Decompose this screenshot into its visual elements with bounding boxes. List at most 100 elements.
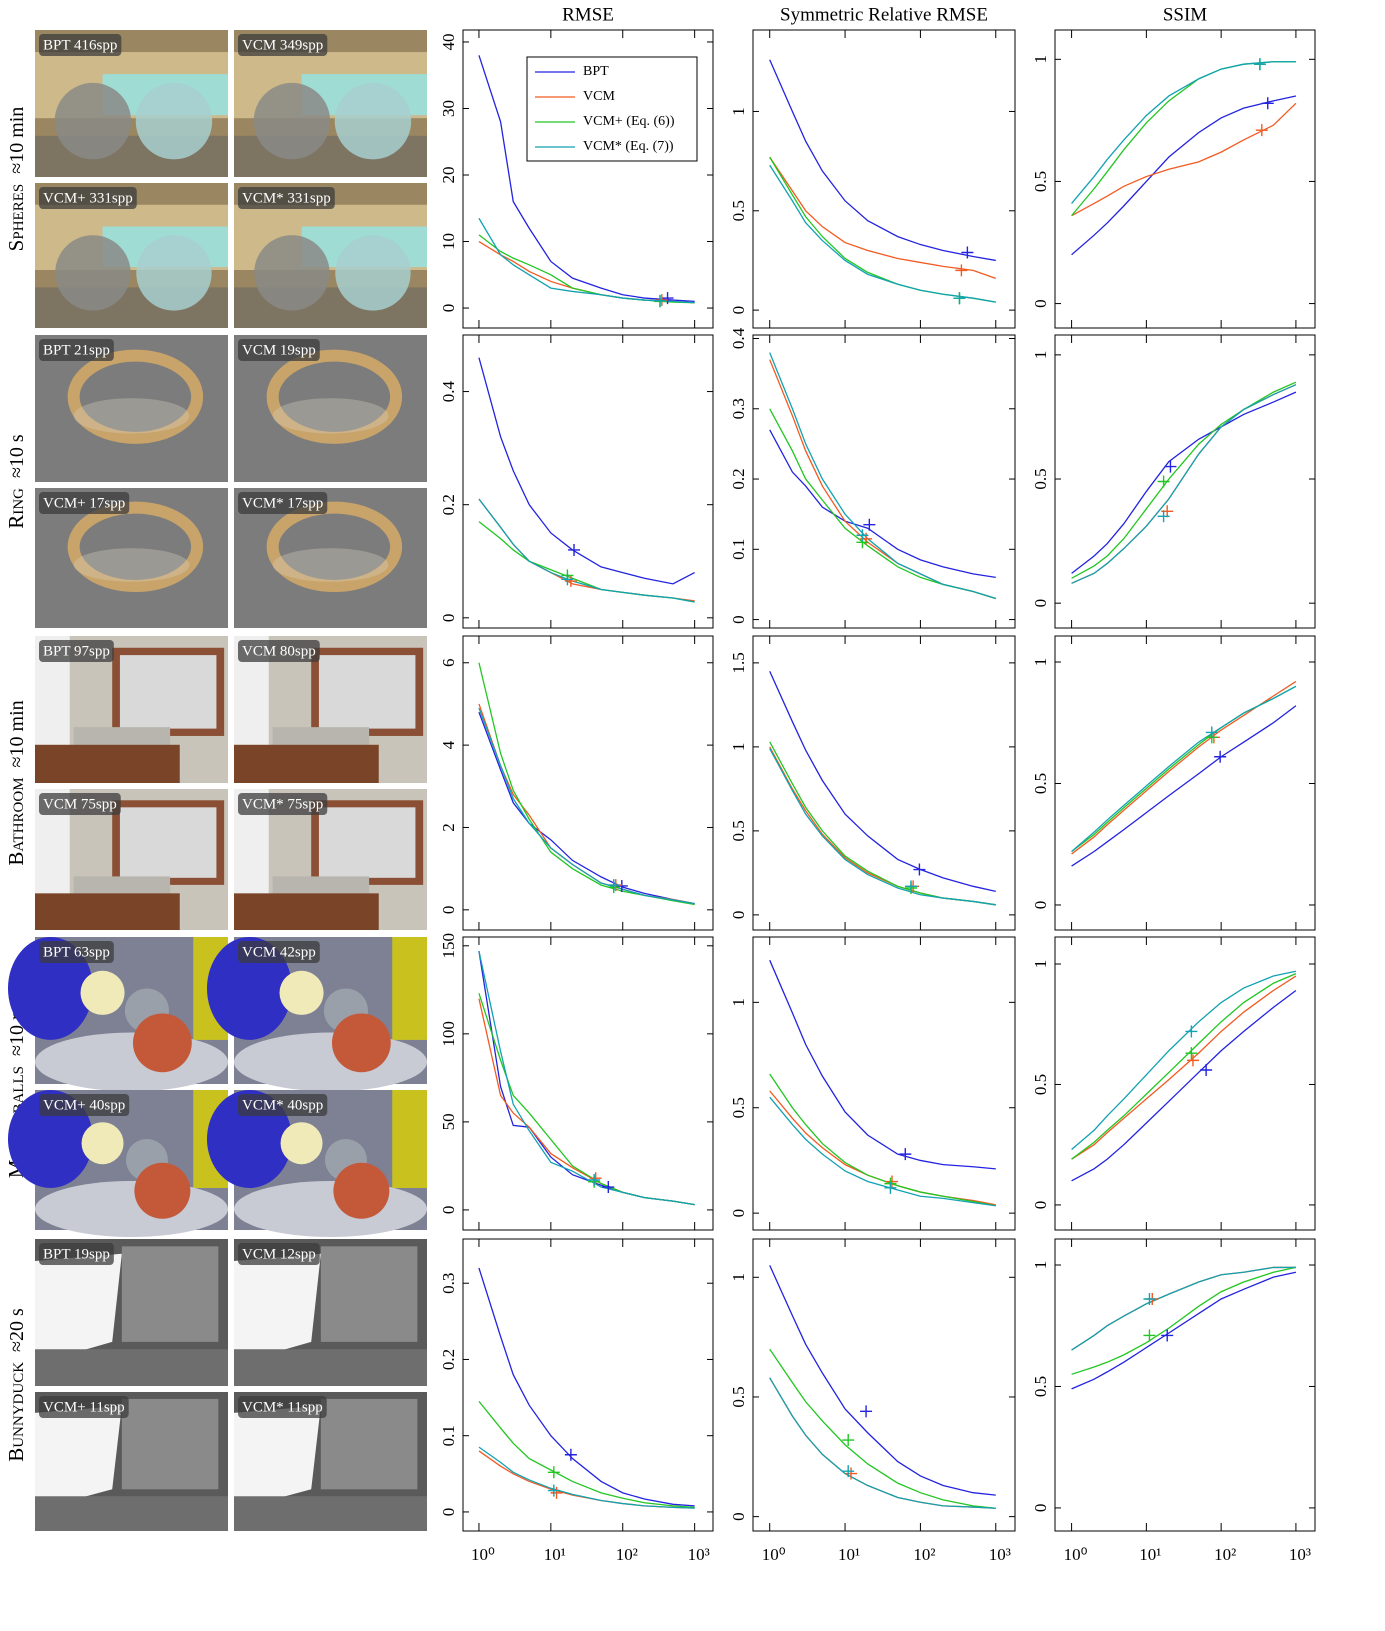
scene-ball — [333, 1163, 389, 1219]
scene-ball — [281, 1122, 323, 1164]
scene-counter — [74, 727, 171, 745]
y-tick-label: 0.4 — [439, 380, 458, 402]
scene-sphere — [55, 83, 131, 159]
legend-label: BPT — [583, 64, 609, 79]
image-label: BPT 21spp — [43, 342, 110, 358]
marker — [913, 864, 925, 876]
series-line — [770, 1378, 996, 1508]
image-label: BPT 19spp — [43, 1246, 110, 1262]
scene-label: Ring≈10 s — [4, 434, 28, 529]
x-tick-label: 10³ — [688, 1545, 710, 1564]
image-label: VCM+ 40spp — [43, 1097, 125, 1113]
series-line — [770, 1091, 996, 1205]
series-line — [770, 430, 996, 578]
render-image: VCM 75spp — [35, 789, 228, 930]
image-label: VCM 80spp — [242, 643, 316, 659]
series-line — [770, 1265, 996, 1495]
y-tick-label: 0.1 — [729, 539, 748, 560]
plot-frame — [1055, 1239, 1315, 1531]
y-tick-label: 150 — [439, 933, 458, 959]
y-tick-label: 0 — [729, 911, 748, 920]
y-tick-label: 1 — [1031, 351, 1050, 360]
scene-ball — [133, 1013, 192, 1072]
x-tick-label: 10³ — [989, 1545, 1011, 1564]
image-label: VCM* 75spp — [242, 796, 323, 812]
marker — [1143, 1293, 1155, 1305]
y-tick-label: 1 — [1031, 960, 1050, 969]
series-line — [479, 993, 695, 1204]
scene-yellow-wall — [392, 1090, 427, 1188]
marker — [863, 519, 875, 531]
image-label: BPT 63spp — [43, 944, 110, 960]
scene-block — [122, 1399, 219, 1489]
scene-caustic — [74, 398, 190, 433]
render-image: BPT 19spp — [35, 1239, 228, 1386]
series-line — [1072, 1272, 1296, 1389]
y-tick-label: 0 — [1031, 299, 1050, 308]
y-tick-label: 0.3 — [439, 1273, 458, 1294]
y-tick-label: 0.2 — [439, 1349, 458, 1370]
image-label: VCM+ 11spp — [43, 1399, 125, 1415]
x-tick-label: 10² — [616, 1545, 638, 1564]
column-title: Symmetric Relative RMSE — [780, 4, 988, 25]
series-line — [1072, 1267, 1296, 1350]
marker — [602, 1181, 614, 1193]
series-line — [479, 1447, 695, 1508]
y-tick-label: 1 — [729, 107, 748, 116]
y-tick-label: 0 — [439, 1508, 458, 1517]
x-tick-label: 10¹ — [838, 1545, 860, 1564]
render-image: VCM 42spp — [207, 937, 427, 1091]
marker — [1143, 1329, 1155, 1341]
scene-sphere — [254, 235, 329, 310]
scene-block — [321, 1399, 418, 1489]
y-tick-label: 1 — [729, 743, 748, 752]
y-tick-label: 30 — [439, 100, 458, 117]
legend-label: VCM* (Eq. (7)) — [583, 139, 674, 154]
marker — [842, 1465, 854, 1477]
image-label: VCM* 40spp — [242, 1097, 323, 1113]
series-line — [479, 358, 695, 584]
x-tick-label: 10² — [913, 1545, 935, 1564]
scene-counter — [74, 876, 171, 893]
y-tick-label: 50 — [439, 1113, 458, 1130]
series-line — [1072, 1267, 1296, 1374]
marker — [1262, 97, 1274, 109]
render-image: BPT 97spp — [35, 636, 228, 783]
scene-time: ≈10 min — [6, 700, 28, 767]
series-line — [479, 712, 695, 903]
y-tick-label: 10 — [439, 233, 458, 250]
column-title: RMSE — [562, 4, 614, 25]
y-tick-label: 0.2 — [439, 494, 458, 515]
scene-floor — [35, 1181, 228, 1237]
scene-cabinet — [234, 893, 379, 930]
scene-mirror — [319, 655, 416, 729]
y-tick-label: 0 — [729, 1512, 748, 1521]
render-image: VCM 80spp — [234, 636, 427, 783]
render-image: BPT 21spp — [35, 335, 228, 482]
scene-sphere — [136, 83, 212, 159]
y-tick-label: 0.5 — [1031, 1074, 1050, 1095]
image-label: VCM* 331spp — [242, 190, 331, 206]
series-line — [479, 522, 695, 602]
scene-floor — [234, 1496, 427, 1531]
series-line — [479, 1401, 695, 1507]
scene-label: Bathroom≈10 min — [4, 700, 28, 865]
y-tick-label: 0.4 — [729, 327, 748, 349]
image-label: VCM 19spp — [242, 342, 316, 358]
y-tick-label: 4 — [439, 740, 458, 749]
scene-mirror — [120, 807, 217, 878]
y-tick-label: 0 — [1031, 901, 1050, 910]
scene-floor — [35, 1033, 228, 1092]
y-tick-label: 20 — [439, 167, 458, 184]
image-label: VCM* 11spp — [242, 1399, 323, 1415]
series-line — [1072, 385, 1296, 584]
scene-sphere — [55, 235, 130, 310]
y-tick-label: 0.2 — [729, 468, 748, 489]
x-tick-label: 10³ — [1289, 1545, 1311, 1564]
y-tick-label: 0.5 — [729, 200, 748, 221]
scene-mirror — [120, 655, 217, 729]
scene-caustic — [273, 548, 389, 582]
marker — [1185, 1047, 1197, 1059]
series-line — [1072, 62, 1296, 216]
scene-name: Bunnyduck — [4, 1362, 28, 1462]
